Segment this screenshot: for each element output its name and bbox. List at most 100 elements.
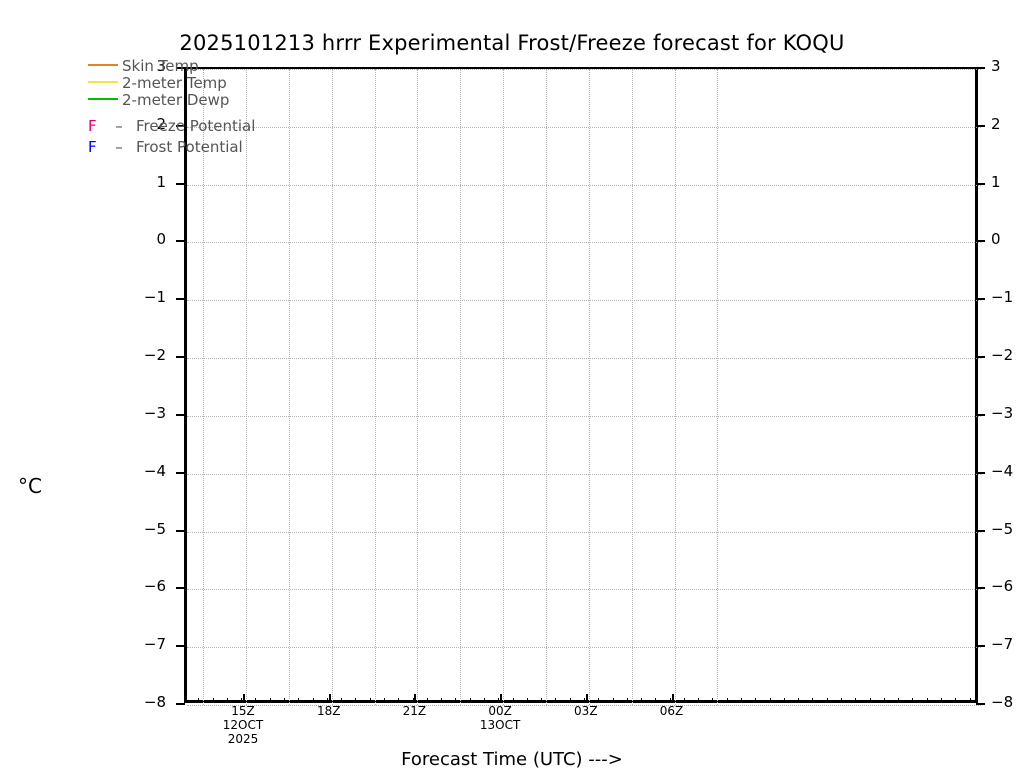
x-axis-tick-minor bbox=[555, 698, 557, 703]
y-axis-tick-left bbox=[176, 356, 185, 359]
x-axis-tick-minor bbox=[212, 698, 214, 703]
gridline-vertical bbox=[674, 69, 676, 705]
legend-item-marker: F – Frost Potential bbox=[88, 137, 388, 158]
y-axis-tick-right bbox=[976, 298, 985, 301]
y-axis-tick-left bbox=[176, 587, 185, 590]
x-axis-tick-minor bbox=[941, 698, 943, 703]
legend-line-swatch bbox=[88, 81, 118, 83]
y-axis-title: °C bbox=[18, 474, 42, 498]
x-axis-tick-minor bbox=[526, 698, 528, 703]
legend-spacer bbox=[88, 109, 388, 116]
legend-item-marker: F – Freeze Potential bbox=[88, 116, 388, 137]
y-axis-label-right: −2 bbox=[991, 346, 1014, 365]
legend-marker-glyph: F bbox=[88, 138, 97, 156]
x-axis-tick-minor bbox=[826, 698, 828, 703]
legend-line-swatch bbox=[88, 64, 118, 66]
y-axis-label-left: −7 bbox=[143, 635, 166, 654]
y-axis-tick-left bbox=[176, 471, 185, 474]
x-axis-tick-minor bbox=[341, 698, 343, 703]
y-axis-tick-left bbox=[176, 240, 185, 243]
x-axis-tick-minor bbox=[783, 698, 785, 703]
x-axis-tick-minor bbox=[812, 698, 814, 703]
x-axis-tick-minor bbox=[955, 698, 957, 703]
gridline-horizontal bbox=[187, 184, 981, 186]
x-axis-label: 00Z 13OCT bbox=[480, 704, 520, 732]
y-axis-label-right: −7 bbox=[991, 635, 1014, 654]
legend-label: 2-meter Temp bbox=[122, 74, 227, 92]
gridline-vertical bbox=[503, 69, 505, 705]
x-axis-tick-minor bbox=[184, 698, 185, 703]
gridline-horizontal bbox=[187, 705, 981, 706]
gridline-horizontal bbox=[187, 647, 981, 649]
y-axis-tick-right bbox=[976, 67, 985, 69]
gridline-vertical bbox=[203, 69, 205, 705]
x-axis-tick-minor bbox=[241, 698, 243, 703]
y-axis-tick-left bbox=[176, 182, 185, 185]
y-axis-label-right: −6 bbox=[991, 577, 1014, 596]
gridline-horizontal bbox=[187, 531, 981, 533]
legend-item-line: 2-meter Dewp bbox=[88, 92, 388, 109]
x-axis-label: 03Z bbox=[574, 704, 598, 718]
legend-line-swatch bbox=[88, 98, 118, 100]
y-axis-label-left: −3 bbox=[143, 403, 166, 422]
y-axis-label-left: −1 bbox=[143, 288, 166, 307]
x-axis-tick-minor bbox=[569, 698, 571, 703]
y-axis-tick-right bbox=[976, 356, 985, 359]
y-axis-tick-right bbox=[976, 413, 985, 416]
y-axis-tick-left bbox=[176, 124, 185, 127]
x-axis-tick-minor bbox=[741, 698, 743, 703]
y-axis-label-left: −2 bbox=[143, 346, 166, 365]
x-axis-label-time: 15Z bbox=[231, 704, 255, 718]
x-axis-tick-minor bbox=[469, 698, 471, 703]
y-axis-label-right: −4 bbox=[991, 461, 1014, 480]
x-axis-label-time: 18Z bbox=[316, 704, 341, 718]
x-axis-label-time: 00Z bbox=[488, 704, 512, 718]
legend-marker-glyph: F bbox=[88, 117, 97, 135]
gridline-horizontal bbox=[187, 300, 981, 302]
y-axis-tick-right bbox=[976, 240, 985, 243]
x-axis-label: 15Z 12OCT 2025 bbox=[223, 704, 263, 746]
y-axis-tick-right bbox=[976, 471, 985, 474]
x-axis-tick-major bbox=[414, 694, 417, 703]
legend-label: Skin Temp bbox=[122, 57, 199, 75]
y-axis-label-right: 1 bbox=[991, 172, 1001, 191]
y-axis-tick-left bbox=[176, 413, 185, 416]
x-axis-tick-minor bbox=[226, 698, 228, 703]
gridline-horizontal bbox=[187, 473, 981, 475]
gridline-horizontal bbox=[187, 358, 981, 360]
legend-item-line: 2-meter Temp bbox=[88, 75, 388, 92]
x-axis-label-time: 21Z bbox=[402, 704, 427, 718]
gridline-horizontal bbox=[187, 242, 981, 244]
plot-area bbox=[184, 67, 981, 706]
y-axis-tick-right bbox=[976, 645, 985, 648]
x-axis-tick-minor bbox=[598, 698, 600, 703]
gridline-vertical bbox=[717, 69, 719, 705]
x-axis-tick-minor bbox=[583, 698, 585, 703]
x-axis-label: 18Z bbox=[317, 704, 341, 718]
x-axis-tick-minor bbox=[883, 698, 885, 703]
x-axis-label-date: 13OCT bbox=[479, 718, 521, 732]
y-axis-tick-right bbox=[976, 124, 985, 127]
y-axis-label-right: 3 bbox=[991, 57, 1001, 75]
x-axis-tick-minor bbox=[369, 698, 371, 703]
x-axis-tick-minor bbox=[412, 698, 414, 703]
y-axis-label-left: 2 bbox=[156, 114, 166, 133]
gridline-vertical bbox=[331, 69, 333, 705]
x-axis-tick-minor bbox=[641, 698, 643, 703]
x-axis-tick-minor bbox=[855, 698, 857, 703]
x-axis-label-date: 12OCT bbox=[222, 718, 264, 732]
x-axis-tick-minor bbox=[498, 698, 500, 703]
y-axis-tick-right bbox=[976, 703, 985, 705]
x-axis-tick-minor bbox=[712, 698, 714, 703]
x-axis-tick-minor bbox=[383, 698, 385, 703]
x-axis-title: Forecast Time (UTC) ---> bbox=[401, 749, 623, 770]
gridline-vertical bbox=[545, 69, 547, 705]
x-axis-label-time: 03Z bbox=[574, 704, 598, 718]
gridline-horizontal bbox=[187, 126, 981, 128]
y-axis-tick-left bbox=[176, 298, 185, 301]
y-axis-label-right: −8 bbox=[991, 693, 1014, 711]
legend-item-line: Skin Temp bbox=[88, 58, 388, 75]
y-axis-label-left: −5 bbox=[143, 519, 166, 538]
chart-legend: Skin Temp 2-meter Temp 2-meter Dewp F – Freez… bbox=[88, 58, 388, 158]
